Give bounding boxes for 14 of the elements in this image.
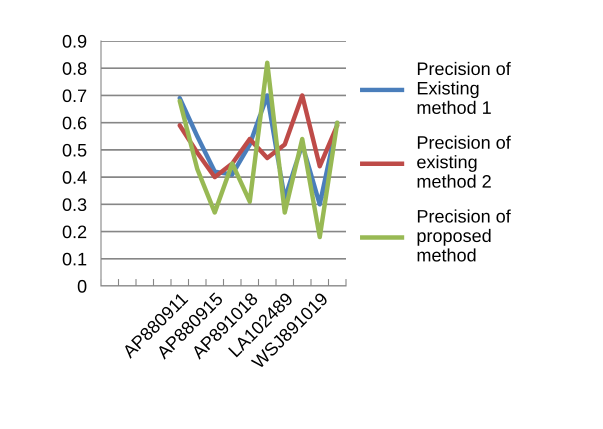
y-tick-label: 0.9 bbox=[62, 34, 86, 48]
y-tick-label: 0.4 bbox=[62, 171, 87, 184]
legend-label: Precision of proposed method bbox=[418, 209, 511, 262]
y-tick-label: 0.2 bbox=[62, 225, 86, 238]
y-tick-label: 0.1 bbox=[62, 252, 86, 266]
y-tick-label: 0.6 bbox=[62, 116, 86, 130]
y-tick-label: 0.5 bbox=[62, 144, 86, 157]
legend-label: Precision of Existing method 1 bbox=[418, 62, 511, 114]
y-tick-label: 0 bbox=[78, 280, 86, 293]
y-tick-label: 0.8 bbox=[62, 62, 86, 75]
legend-label: Precision of existing method 2 bbox=[417, 136, 511, 188]
y-tick-label: 0.3 bbox=[62, 198, 86, 212]
line-series bbox=[178, 60, 340, 240]
y-tick-label: 0.7 bbox=[62, 89, 86, 102]
